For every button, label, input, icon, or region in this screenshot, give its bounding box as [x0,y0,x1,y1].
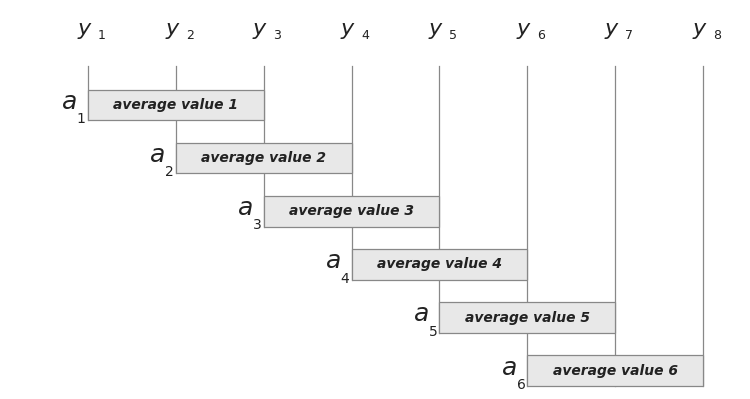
Text: y: y [165,18,178,39]
Bar [88,90,263,120]
Text: a: a [150,143,166,167]
Text: average value 6: average value 6 [553,363,678,378]
Bar [352,249,527,280]
Text: y: y [604,18,618,39]
Bar [176,143,352,174]
Text: 2: 2 [165,165,174,179]
Text: y: y [341,18,354,39]
Text: y: y [253,18,266,39]
Text: y: y [429,18,442,39]
Text: 5: 5 [449,29,458,41]
Text: 3: 3 [253,218,262,232]
Text: a: a [414,302,430,326]
Text: average value 2: average value 2 [201,151,326,165]
Text: 2: 2 [186,29,194,41]
Text: 6: 6 [538,29,545,41]
Text: y: y [77,18,90,39]
Text: a: a [326,249,341,273]
Text: 7: 7 [626,29,633,41]
Text: 3: 3 [274,29,281,41]
Text: y: y [517,18,530,39]
Text: average value 1: average value 1 [113,98,238,112]
Text: a: a [238,196,254,220]
Bar [527,356,704,386]
Text: average value 4: average value 4 [377,257,502,271]
Text: average value 5: average value 5 [465,310,590,324]
Bar [263,196,440,227]
Text: 4: 4 [340,272,350,286]
Text: average value 3: average value 3 [289,204,414,218]
Text: 5: 5 [429,325,437,339]
Text: y: y [693,18,706,39]
Text: 6: 6 [517,378,526,392]
Text: a: a [62,90,78,114]
Bar [440,302,615,333]
Text: a: a [502,356,518,379]
Text: 1: 1 [76,112,86,126]
Text: 4: 4 [362,29,370,41]
Text: 8: 8 [713,29,722,41]
Text: 1: 1 [98,29,106,41]
